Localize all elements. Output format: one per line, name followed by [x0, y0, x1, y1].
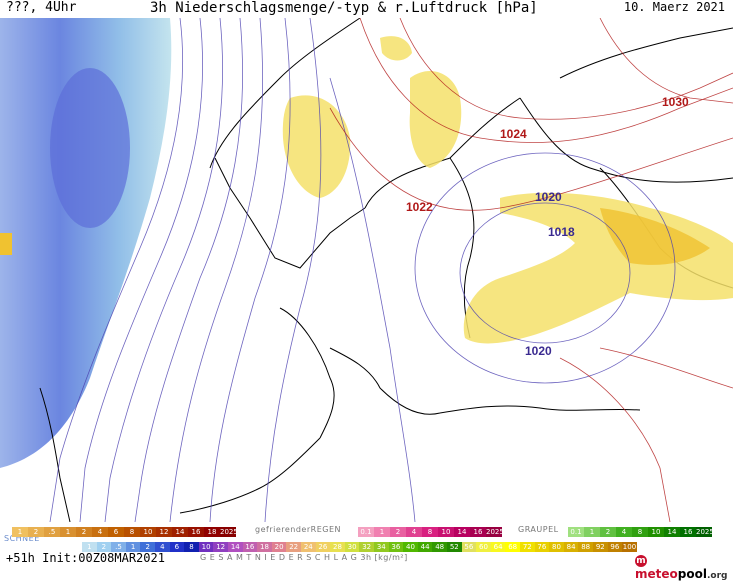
legend-cell: 1: [374, 527, 390, 537]
legend-cell: 6: [169, 542, 185, 552]
legend-cell: .5: [111, 542, 126, 552]
legend-cell: 1: [125, 542, 141, 552]
legend-cell: 2: [140, 542, 155, 552]
legend-cell: 2025+: [220, 527, 244, 537]
legend-cell: 0.1: [568, 527, 584, 537]
valid-date: 10. Maerz 2021: [623, 0, 725, 14]
legend-cell: 24: [301, 542, 316, 552]
graupel-legend-title: GRAUPEL: [518, 525, 559, 534]
legend-cell: 14: [664, 527, 680, 537]
model-run-info: +51h Init:00Z08MAR2021: [6, 551, 165, 565]
legend-cell: 10: [438, 527, 454, 537]
legend-cell: 52: [447, 542, 462, 552]
legend-cell: 84: [563, 542, 579, 552]
weather-map: 1030 1024 1022 1020 1018 1020: [0, 18, 733, 522]
legend-cell: 20: [271, 542, 287, 552]
rain-baltic-core: [600, 208, 710, 265]
legend-cell: 4: [92, 527, 108, 537]
legend-cell: 14: [172, 527, 188, 537]
legend-cell: 2: [76, 527, 92, 537]
legend-cell: 12: [156, 527, 172, 537]
legend-cell: 68: [505, 542, 520, 552]
legend-cell: 60: [476, 542, 491, 552]
legend-cell: 92: [593, 542, 608, 552]
legend-cell: 96: [607, 542, 623, 552]
legend-cell: 4: [616, 527, 632, 537]
legend-cell: 36: [388, 542, 404, 552]
forecast-time-label: ???, 4Uhr: [6, 0, 77, 15]
legend-cell: 22: [286, 542, 301, 552]
legend-cell: 6: [108, 527, 124, 537]
total-legend-title: G E S A M T N I E D E R S C H L A G 3h […: [200, 553, 408, 562]
legend-cell: 14: [228, 542, 243, 552]
legend-cell: 2: [600, 527, 616, 537]
pressure-label-1020-north: 1020: [535, 190, 562, 204]
snow-core: [50, 68, 130, 228]
legend-cell: 1: [82, 542, 97, 552]
legend-cell: 14: [454, 527, 470, 537]
legend-cell: 40: [403, 542, 418, 552]
legend-cell: 80: [549, 542, 564, 552]
legend-cell: 56: [461, 542, 477, 552]
legend-cell: 1: [60, 527, 76, 537]
legend-cell: 8: [184, 542, 199, 552]
isobar-1018: [459, 202, 631, 344]
pressure-label-1030: 1030: [662, 95, 689, 109]
legend-cell: 8: [124, 527, 140, 537]
legend-cell: 64: [490, 542, 506, 552]
legend-cell: 8: [422, 527, 438, 537]
legend-cell: 32: [359, 542, 374, 552]
rain-norway: [282, 95, 351, 198]
map-header: ???, 4Uhr 3h Niederschlagsmenge/-typ & r…: [0, 0, 733, 18]
rain-legend-title: gefrierenderREGEN: [255, 525, 341, 534]
legend-cell: 2025+: [486, 527, 510, 537]
isobars-low: [49, 18, 676, 522]
rain-small-north: [380, 36, 412, 61]
legend-cell: 2: [28, 527, 44, 537]
legend-cell: 28: [330, 542, 345, 552]
rain-baltic: [463, 192, 733, 344]
isobar-1020: [414, 152, 676, 384]
legend-cell: 76: [534, 542, 550, 552]
pressure-label-1022: 1022: [406, 200, 433, 214]
legend-cell: 4: [155, 542, 170, 552]
pressure-label-1020-south: 1020: [525, 344, 552, 358]
legend-cell: .5: [44, 527, 60, 537]
map-legend: gefrierenderREGEN GRAUPEL SCHNEE 1 2.5 1 2 4…: [0, 522, 733, 581]
legend-cell: 16: [242, 542, 258, 552]
rain-sweden: [409, 70, 462, 168]
legend-cell: 10: [648, 527, 664, 537]
legend-cell: 1: [584, 527, 600, 537]
snow-legend-title: SCHNEE: [4, 534, 40, 543]
legend-cell: 34: [374, 542, 389, 552]
legend-cell: 88: [578, 542, 593, 552]
legend-cell: 12: [213, 542, 228, 552]
logo-icon: m: [635, 555, 647, 567]
legend-cell: 4: [406, 527, 422, 537]
legend-cell: 100: [622, 542, 637, 552]
legend-cell: 16: [680, 527, 696, 537]
legend-cell: 44: [417, 542, 433, 552]
legend-cell: 2025+: [696, 527, 720, 537]
legend-cell: 30: [344, 542, 360, 552]
legend-cell: 48: [432, 542, 447, 552]
legend-cell: 1: [12, 527, 28, 537]
pressure-label-1024: 1024: [500, 127, 527, 141]
legend-cell: 16: [188, 527, 204, 537]
rain-spot-west: [0, 233, 12, 255]
legend-cell: 8: [632, 527, 648, 537]
map-title: 3h Niederschlagsmenge/-typ & r.Luftdruck…: [150, 0, 538, 16]
legend-cell: 18: [257, 542, 272, 552]
legend-cell: 72: [520, 542, 535, 552]
legend-cell: 18: [204, 527, 220, 537]
isobars-high: [329, 18, 733, 522]
legend-cell: 10: [198, 542, 214, 552]
pressure-label-1018: 1018: [548, 225, 575, 239]
legend-cell: 0.1: [358, 527, 374, 537]
legend-cell: 2: [390, 527, 406, 537]
legend-cell: 26: [315, 542, 331, 552]
legend-cell: 16: [470, 527, 486, 537]
legend-cell: 10: [140, 527, 156, 537]
legend-cell: 2: [96, 542, 112, 552]
